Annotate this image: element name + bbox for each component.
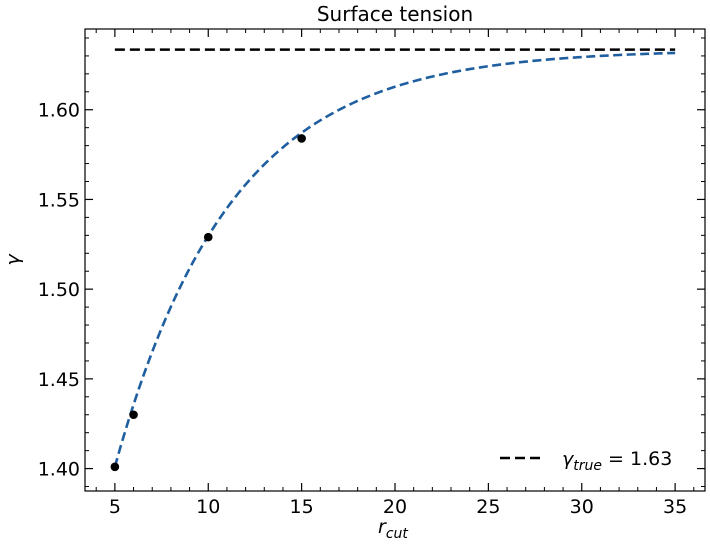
fit-curve-layer	[113, 51, 676, 468]
x-tick-label: 10	[196, 496, 220, 518]
chart-title: Surface tension	[317, 2, 473, 26]
x-axis-subscript: cut	[386, 526, 409, 542]
legend-subscript: true	[573, 458, 602, 474]
x-tick-label: 20	[383, 496, 407, 518]
y-tick-label: 1.45	[38, 369, 80, 391]
x-tick-label: 5	[109, 496, 121, 518]
data-point	[203, 232, 213, 242]
ticks-layer: 5 10 15 20 25 30 35 1.40 1.45 1.50 1.55 1.60	[38, 29, 705, 518]
y-tick-label: 1.60	[38, 100, 80, 122]
data-points-layer	[110, 134, 306, 472]
legend: γtrue = 1.63	[500, 448, 672, 474]
data-point	[110, 462, 120, 472]
x-tick-label: 25	[476, 496, 500, 518]
x-tick-label: 30	[570, 496, 594, 518]
data-point	[129, 410, 138, 420]
legend-label: γtrue = 1.63	[562, 448, 672, 474]
y-tick-label: 1.40	[38, 459, 80, 481]
legend-symbol: γ	[562, 448, 575, 470]
plot-frame	[84, 28, 706, 492]
x-axis-symbol: r	[378, 516, 387, 538]
y-tick-label: 1.50	[38, 279, 80, 301]
x-axis-label: rcut	[378, 516, 408, 542]
x-tick-label: 35	[663, 496, 687, 518]
data-point	[297, 134, 306, 143]
y-tick-label: 1.55	[38, 189, 80, 211]
fit-curve	[113, 51, 676, 468]
legend-value: = 1.63	[602, 448, 672, 470]
x-tick-label: 15	[290, 496, 314, 518]
y-axis-label: γ	[2, 253, 24, 266]
